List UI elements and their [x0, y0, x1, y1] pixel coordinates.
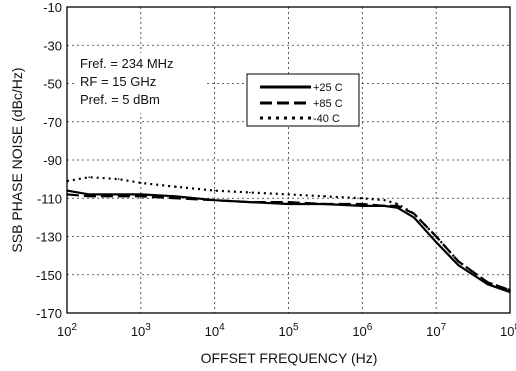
data-point: [396, 207, 399, 209]
data-point: [117, 193, 120, 196]
legend-label-25c: +25 C: [313, 82, 343, 94]
data-point: [413, 212, 415, 215]
data-point: [287, 203, 290, 205]
y-tick-label: -150: [36, 268, 62, 283]
x-tick-label: 108: [500, 322, 516, 339]
data-point: [435, 235, 438, 238]
x-axis-title: OFFSET FREQUENCY (Hz): [201, 350, 378, 366]
data-point: [487, 281, 489, 284]
data-point: [175, 195, 177, 198]
y-tick-label: -50: [43, 77, 62, 92]
data-point: [396, 203, 399, 205]
data-point: [287, 193, 290, 196]
x-tick-labels: 102 103 104 105 106 107 108: [57, 322, 516, 339]
y-tick-label: -130: [36, 230, 62, 245]
x-tick-label: 106: [352, 322, 372, 339]
y-tick-label: -170: [36, 306, 62, 321]
data-point: [457, 264, 460, 267]
data-point: [435, 241, 438, 243]
data-point: [287, 201, 290, 203]
y-tick-label: -10: [43, 0, 62, 15]
data-point: [213, 189, 216, 192]
annotation-rf: RF = 15 GHz: [80, 74, 156, 89]
annotation-block: Fref. = 234 MHz RF = 15 GHz Pref. = 5 dB…: [76, 53, 204, 113]
y-tick-label: -90: [43, 153, 62, 168]
x-tick-label: 107: [426, 322, 446, 339]
annotation-fref: Fref. = 234 MHz: [80, 56, 174, 71]
data-point: [457, 260, 460, 263]
series-line: [66, 189, 511, 294]
plot-frame: [66, 6, 511, 314]
data-point: [249, 201, 251, 203]
data-point: [117, 178, 120, 180]
data-point: [175, 186, 177, 188]
y-tick-label: -70: [43, 115, 62, 130]
y-tick-labels: -10 -30 -50 -70 -90 -110 -130 -150 -170: [36, 0, 62, 321]
y-tick-label: -110: [37, 191, 62, 206]
data-point: [213, 199, 216, 201]
data-point: [383, 199, 386, 201]
data-point: [140, 193, 142, 196]
data-point: [88, 176, 90, 178]
grid: [67, 7, 510, 313]
x-tick-label: 103: [131, 322, 151, 339]
y-tick-label: -30: [43, 38, 62, 53]
data-point: [249, 191, 251, 194]
legend: +25 C +85 C -40 C: [246, 73, 360, 127]
data-point: [140, 195, 142, 198]
data-point: [88, 193, 90, 196]
data-point: [413, 216, 415, 219]
data-point: [117, 195, 120, 198]
legend-label-85c: +85 C: [313, 98, 343, 110]
data-point: [487, 283, 489, 286]
data-point: [383, 205, 386, 207]
x-tick-label: 104: [205, 322, 225, 339]
data-point: [175, 197, 177, 200]
x-tick-label: 102: [57, 322, 77, 339]
annotation-pref: Pref. = 5 dBm: [80, 92, 160, 107]
data-point: [361, 203, 364, 205]
data-point: [361, 205, 364, 207]
x-tick-label: 105: [278, 322, 298, 339]
series-line: [66, 176, 511, 292]
legend-label-m40c: -40 C: [313, 113, 340, 125]
annotation-background: [76, 53, 204, 113]
data-point: [322, 195, 325, 198]
series-layer: [66, 176, 511, 294]
data-point: [88, 195, 90, 198]
y-axis-title: SSB PHASE NOISE (dBc/Hz): [9, 67, 25, 252]
data-point: [396, 205, 399, 207]
data-point: [140, 182, 142, 184]
data-point: [361, 197, 364, 200]
data-point: [322, 203, 325, 205]
